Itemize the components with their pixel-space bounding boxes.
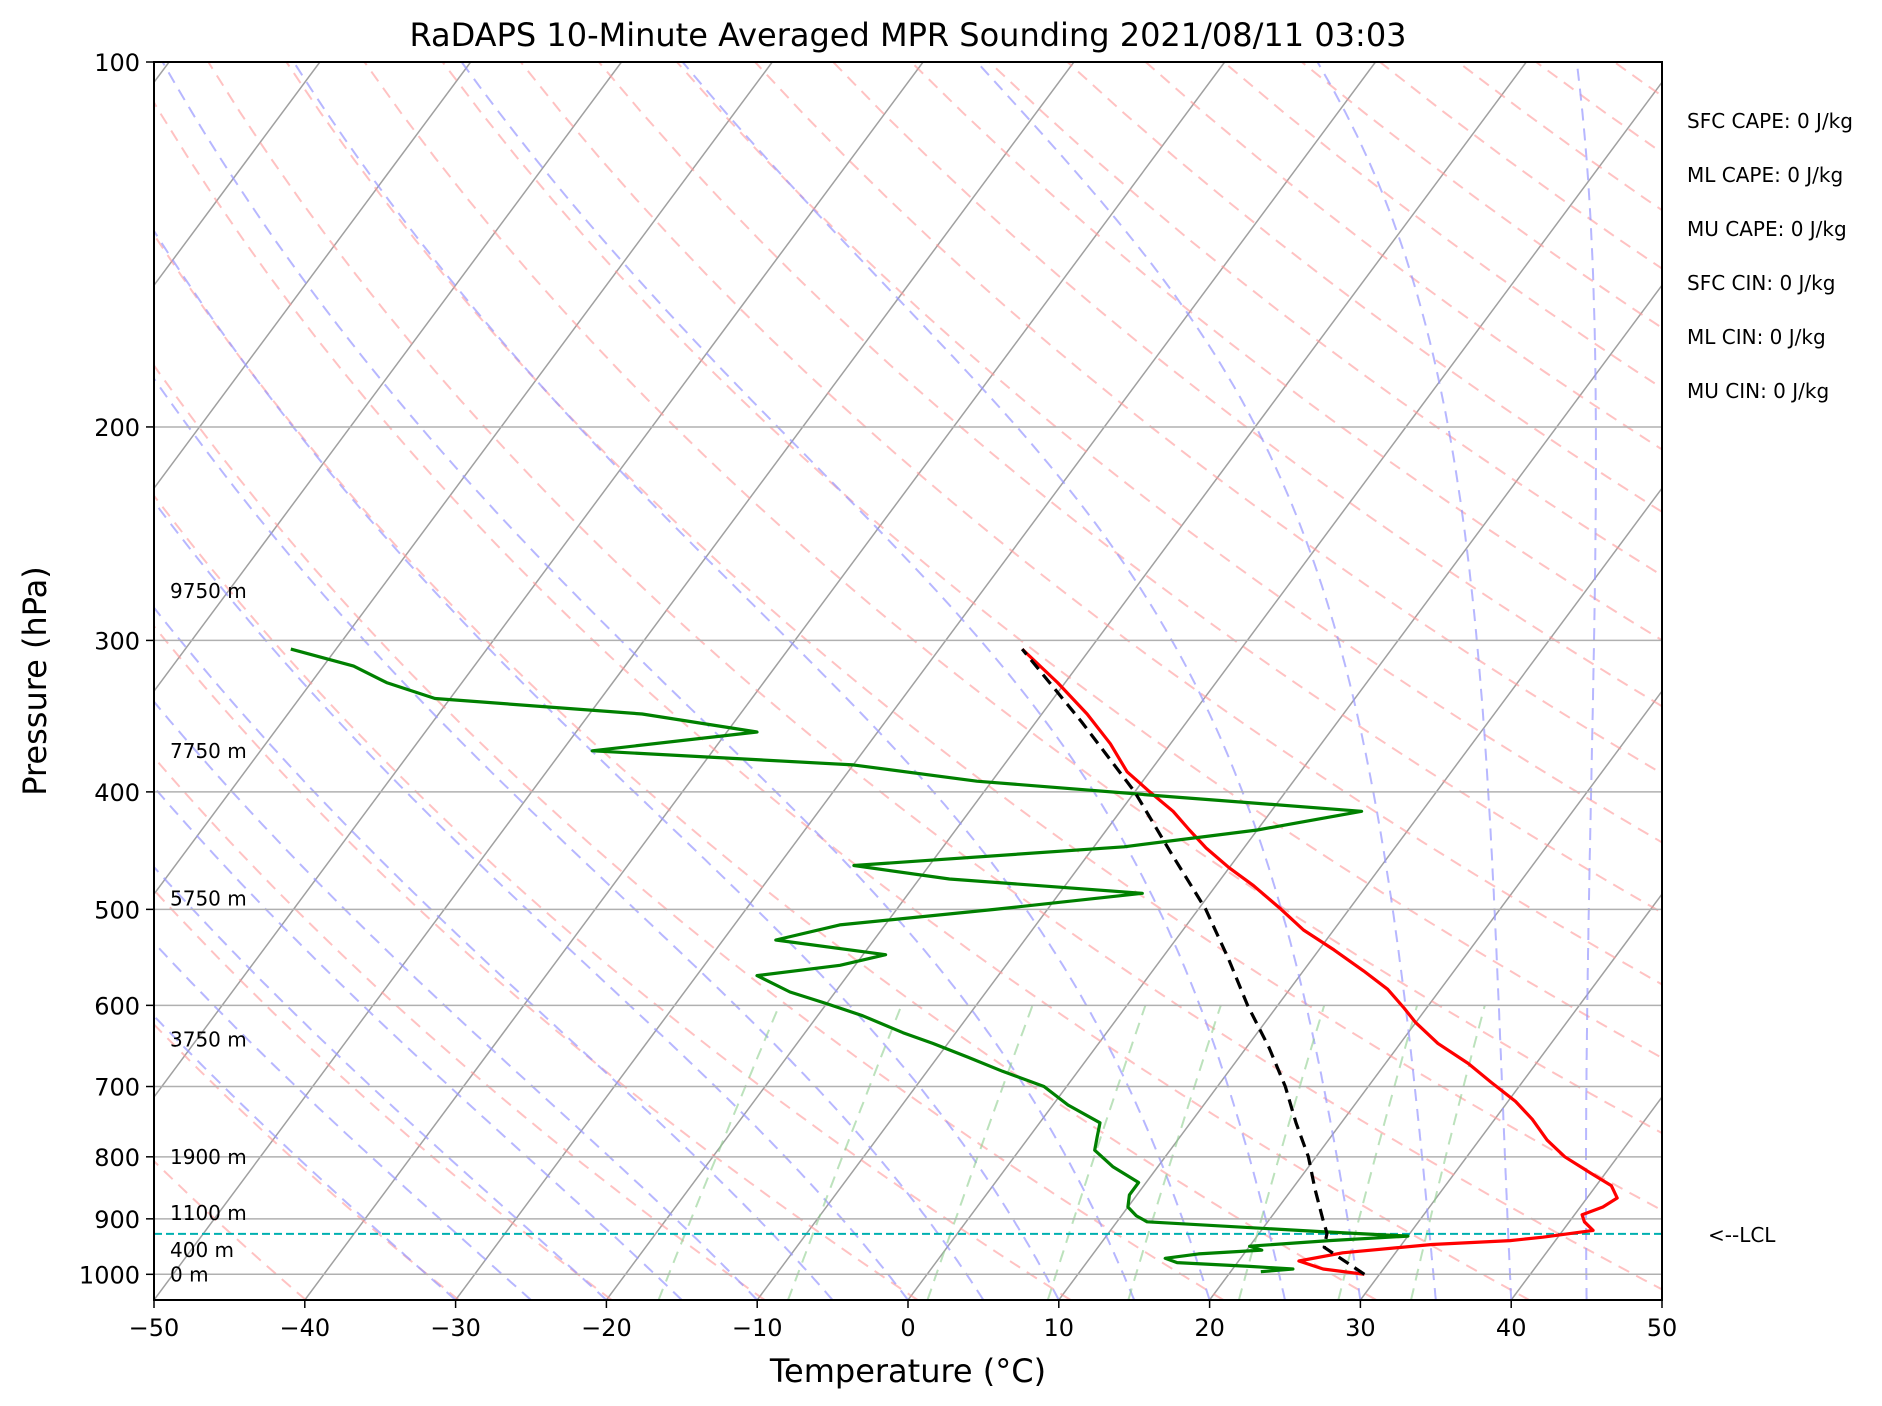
- dry-adiabat-line: [363, 62, 1662, 1135]
- dry-adiabat-line: [441, 62, 1662, 1060]
- moist-adiabat-line: [681, 62, 1362, 1300]
- height-label: 7750 m: [170, 739, 247, 763]
- mixing-ratio-line: [1337, 1005, 1419, 1300]
- isotherm-line: [154, 62, 924, 1099]
- mixing-ratio-line: [657, 1005, 781, 1300]
- dry-adiabat-line: [207, 62, 1662, 1291]
- moist-adiabat-line: [154, 376, 985, 1300]
- mixing-ratio-line: [926, 1005, 1034, 1300]
- moist-adiabat-line: [154, 606, 834, 1300]
- y-tick-label: 300: [94, 627, 140, 655]
- isotherm-line: [154, 62, 1075, 1300]
- height-label: 1900 m: [170, 1145, 247, 1169]
- x-tick-label: 30: [1345, 1314, 1376, 1342]
- dry-adiabat-line: [154, 100, 1530, 1300]
- y-tick-label: 600: [94, 992, 140, 1020]
- moist-adiabat-line: [460, 62, 1286, 1300]
- y-tick-label: 800: [94, 1144, 140, 1172]
- isotherm-line: [605, 62, 1527, 1300]
- dry-adiabat-line: [154, 494, 1072, 1300]
- dry-adiabat-line: [154, 1159, 307, 1300]
- sfc-cape-text: SFC CAPE: 0 J/kg: [1687, 109, 1853, 133]
- y-tick-label: 100: [94, 49, 140, 77]
- x-axis-label: Temperature (°C): [769, 1352, 1046, 1390]
- height-label: 9750 m: [170, 579, 247, 603]
- height-label: 0 m: [170, 1262, 209, 1286]
- mu-cin-text: MU CIN: 0 J/kg: [1687, 379, 1829, 403]
- profile-lines: [290, 647, 1619, 1276]
- dry-adiabat-line: [154, 888, 613, 1300]
- isotherm-line: [1058, 486, 1662, 1300]
- height-label: 400 m: [170, 1238, 234, 1262]
- dry-adiabat-line: [154, 363, 1225, 1300]
- y-tick-label: 500: [94, 896, 140, 924]
- isotherm-line: [454, 62, 1377, 1300]
- isotherm-line: [154, 62, 773, 896]
- x-tick-label: −40: [279, 1314, 330, 1342]
- mixing-ratio-line: [1127, 1005, 1222, 1300]
- y-axis-ticks: 100 200 300 400 500 600 700 800 900 1000: [79, 49, 154, 1289]
- dry-adiabat-line: [285, 62, 1662, 1212]
- dry-adiabat-line: [154, 232, 1377, 1300]
- dewpoint-profile: [290, 647, 1410, 1274]
- dry-adiabat-line: [154, 624, 919, 1300]
- y-tick-label: 900: [94, 1206, 140, 1234]
- mu-cape-text: MU CAPE: 0 J/kg: [1687, 217, 1847, 241]
- x-tick-label: 0: [900, 1314, 915, 1342]
- moist-adiabat-line: [292, 62, 1211, 1300]
- isotherm-line: [154, 62, 472, 490]
- dry-adiabat-line: [832, 62, 1662, 708]
- sfc-cin-text: SFC CIN: 0 J/kg: [1687, 271, 1835, 295]
- x-tick-label: −20: [581, 1314, 632, 1342]
- x-tick-label: −50: [129, 1314, 180, 1342]
- mixing-ratio-line: [1046, 1005, 1147, 1300]
- ml-cape-text: ML CAPE: 0 J/kg: [1687, 163, 1843, 187]
- temperature-profile: [1021, 647, 1619, 1276]
- dry-adiabat-line: [519, 62, 1662, 986]
- y-tick-label: 700: [94, 1074, 140, 1102]
- y-tick-label: 200: [94, 414, 140, 442]
- dry-adiabat-line: [754, 62, 1662, 775]
- reference-lines: [154, 62, 1662, 1300]
- lcl-label: <--LCL: [1708, 1223, 1776, 1247]
- y-axis-label: Pressure (hPa): [16, 566, 54, 796]
- height-label: 3750 m: [170, 1027, 247, 1051]
- isotherm-line: [154, 62, 623, 693]
- moist-adiabat-line: [154, 229, 1060, 1300]
- chart-title: RaDAPS 10-Minute Averaged MPR Sounding 2…: [409, 16, 1406, 54]
- dry-adiabat-line: [154, 755, 766, 1300]
- y-tick-label: 400: [94, 779, 140, 807]
- isotherm-line: [1359, 892, 1662, 1300]
- moist-adiabat-line: [976, 62, 1437, 1300]
- isotherm-line: [154, 62, 321, 287]
- height-label: 5750 m: [170, 887, 247, 911]
- x-tick-label: 50: [1647, 1314, 1678, 1342]
- moist-adiabat-line: [161, 62, 1136, 1300]
- isotherm-line: [907, 283, 1662, 1300]
- indices-panel: SFC CAPE: 0 J/kg ML CAPE: 0 J/kg MU CAPE…: [1687, 109, 1853, 403]
- x-axis-ticks: −50 −40 −30 −20 −10 0 10 20 30 40 50: [129, 1300, 1678, 1342]
- moist-adiabat-line: [1316, 62, 1513, 1300]
- isotherm-line: [756, 81, 1662, 1300]
- mixing-ratio-line: [1410, 1005, 1486, 1300]
- isotherm-line: [1208, 689, 1662, 1300]
- height-label: 1100 m: [170, 1201, 247, 1225]
- x-tick-label: 20: [1194, 1314, 1225, 1342]
- ml-cin-text: ML CIN: 0 J/kg: [1687, 325, 1826, 349]
- mixing-ratio-line: [1237, 1005, 1326, 1300]
- moist-adiabat-line: [154, 941, 532, 1300]
- x-tick-label: 10: [1044, 1314, 1075, 1342]
- x-tick-label: 40: [1496, 1314, 1527, 1342]
- y-tick-label: 1000: [79, 1261, 140, 1289]
- parcel-profile: [1020, 648, 1366, 1276]
- x-tick-label: −10: [732, 1314, 783, 1342]
- moist-adiabat-line: [154, 785, 683, 1300]
- mixing-ratio-line: [787, 1005, 903, 1300]
- x-tick-label: −30: [430, 1314, 481, 1342]
- moist-adiabat-line: [154, 500, 909, 1300]
